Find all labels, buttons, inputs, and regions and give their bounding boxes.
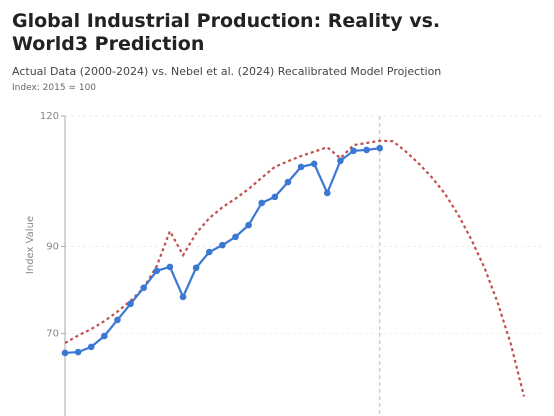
data-point: [232, 233, 239, 241]
data-point: [323, 189, 331, 197]
data-point: [61, 349, 69, 357]
series-line: [64, 139, 526, 397]
y-tick-label: 90: [46, 241, 59, 252]
data-point: [101, 332, 108, 340]
y-tick-label: 120: [40, 111, 59, 122]
data-point: [271, 193, 279, 201]
data-point: [127, 300, 134, 308]
data-point: [297, 163, 305, 171]
data-point: [337, 157, 344, 165]
chart-subtitle: Actual Data (2000-2024) vs. Nebel et al.…: [12, 65, 442, 78]
data-point: [179, 293, 187, 301]
data-point: [284, 178, 292, 186]
data-point: [376, 144, 384, 152]
data-point: [205, 248, 213, 256]
data-point: [114, 316, 121, 324]
data-point: [140, 284, 147, 292]
data-point: [153, 267, 161, 275]
data-point: [87, 343, 95, 351]
data-point: [310, 160, 318, 168]
data-point: [350, 147, 357, 155]
chart-title: Global Industrial Production: Reality vs…: [12, 10, 441, 55]
data-point: [245, 221, 252, 229]
y-axis-label: Index Value: [25, 216, 36, 274]
data-point: [74, 348, 82, 356]
data-point: [166, 263, 174, 271]
data-point: [192, 264, 200, 272]
chart-note: Index: 2015 = 100: [12, 83, 97, 93]
data-point: [219, 241, 226, 249]
data-point: [363, 146, 370, 154]
data-point: [258, 199, 266, 207]
series-line: [64, 147, 380, 355]
y-tick-label: 70: [46, 328, 59, 339]
